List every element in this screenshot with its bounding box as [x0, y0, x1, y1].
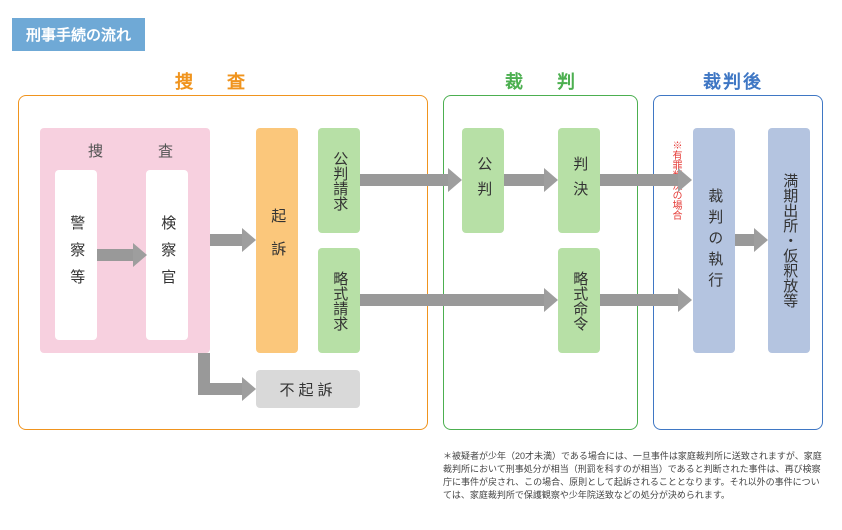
section-label-investigation: 捜 査 — [175, 68, 253, 94]
box-summary-request: 略式請求 — [318, 248, 360, 353]
page-title: 刑事手続の流れ — [12, 18, 145, 51]
box-indict: 起訴 — [256, 128, 298, 353]
box-prosecutor: 検察官 — [146, 170, 188, 340]
section-label-post-trial: 裁判後 — [703, 68, 763, 94]
arrow-3h — [198, 383, 212, 395]
box-no-indict: 不起訴 — [256, 370, 360, 408]
text-execute: 裁判の執行 — [703, 188, 726, 293]
section-label-trial: 裁 判 — [505, 68, 583, 94]
text-prosecutor: 検察官 — [156, 215, 179, 296]
text-summary-request: 略式請求 — [328, 271, 351, 331]
text-release: 満期出所・仮釈放等 — [778, 173, 801, 308]
text-no-indict: 不起訴 — [279, 379, 336, 400]
text-police: 警察等 — [65, 215, 88, 296]
box-trial: 公判 — [462, 128, 504, 233]
text-trial-request: 公判請求 — [328, 151, 351, 211]
box-release: 満期出所・仮釈放等 — [768, 128, 810, 353]
text-trial: 公判 — [472, 156, 495, 206]
inner-investigation-label: 捜 査 — [88, 140, 193, 161]
box-summary-order: 略式命令 — [558, 248, 600, 353]
text-summary-order: 略式命令 — [568, 271, 591, 331]
text-verdict: 判決 — [568, 156, 591, 206]
footnote: ＊被疑者が少年（20才未満）である場合には、一旦事件は家庭裁判所に送致されますが… — [443, 450, 823, 502]
text-indict: 起訴 — [266, 208, 289, 274]
box-verdict: 判決 — [558, 128, 600, 233]
box-police: 警察等 — [55, 170, 97, 340]
box-trial-request: 公判請求 — [318, 128, 360, 233]
box-execute: 裁判の執行 — [693, 128, 735, 353]
